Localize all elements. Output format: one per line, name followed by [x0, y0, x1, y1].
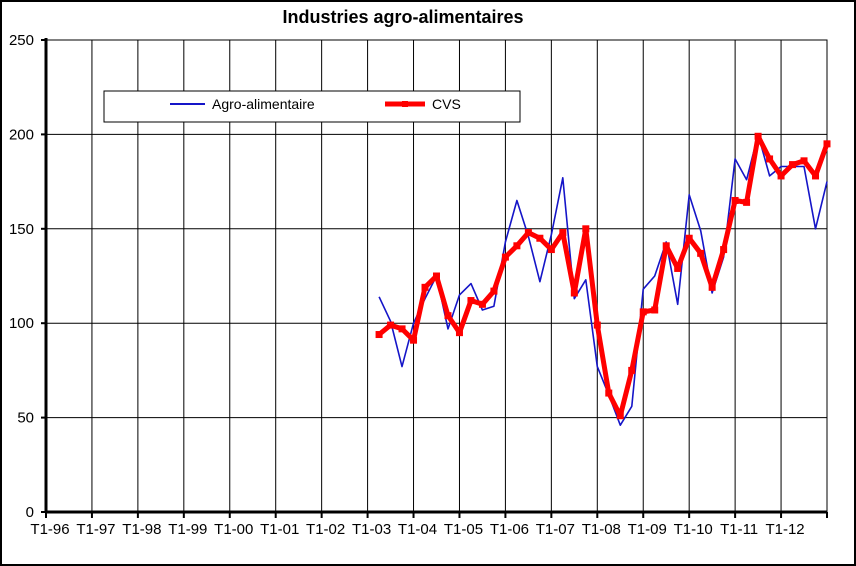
cvs-point-marker	[547, 246, 555, 254]
legend-box	[103, 90, 521, 123]
series-layer	[375, 132, 831, 427]
legend-label-cvs: CVS	[432, 96, 461, 112]
cvs-point-marker	[559, 229, 567, 237]
x-tick-label: T1-05	[444, 521, 483, 538]
y-tick-label: 50	[17, 410, 34, 427]
x-tick-label: T1-11	[720, 521, 758, 538]
cvs-point-marker	[651, 306, 659, 314]
x-tick-label: T1-07	[536, 521, 575, 538]
cvs-point-marker	[697, 249, 705, 257]
x-tick-label: T1-06	[490, 521, 529, 538]
x-tick-label: T1-99	[168, 521, 207, 538]
cvs-point-marker	[536, 234, 544, 242]
cvs-point-marker	[387, 321, 395, 329]
x-tick-label: T1-10	[674, 521, 713, 538]
y-tick-label: 250	[9, 32, 34, 49]
cvs-point-marker	[674, 264, 682, 272]
cvs-point-marker	[478, 300, 486, 308]
cvs-point-marker	[708, 283, 716, 291]
cvs-point-marker	[444, 312, 452, 320]
y-tick-label: 0	[26, 504, 34, 521]
cvs-point-marker	[639, 308, 647, 316]
x-tick-label: T1-96	[30, 521, 69, 538]
x-tick-label: T1-04	[398, 521, 437, 538]
cvs-point-marker	[570, 289, 578, 297]
x-tick-label: T1-09	[628, 521, 667, 538]
cvs-point-marker	[812, 172, 820, 180]
x-tick-label: T1-97	[76, 521, 115, 538]
cvs-point-marker	[800, 157, 808, 165]
cvs-point-marker	[662, 242, 670, 250]
y-axis: 0 50 100 150 200 250	[9, 32, 46, 521]
cvs-point-marker	[513, 242, 521, 250]
y-tick-label: 100	[9, 315, 34, 332]
cvs-point-marker	[501, 253, 509, 261]
series-line-cvs	[377, 133, 830, 419]
x-tick-label: T1-03	[352, 521, 391, 538]
cvs-point-marker	[375, 331, 383, 339]
cvs-point-marker	[490, 287, 498, 295]
chart-title: Industries agro-alimentaires	[282, 7, 523, 27]
cvs-point-marker	[720, 246, 728, 254]
x-tick-label: T1-01	[260, 521, 299, 538]
cvs-point-marker	[605, 389, 613, 397]
cvs-point-marker	[616, 412, 624, 420]
cvs-point-marker	[823, 140, 831, 148]
cvs-point-marker	[685, 234, 693, 242]
cvs-point-marker	[628, 366, 636, 374]
x-tick-label: T1-08	[582, 521, 621, 538]
x-tick-label: T1-12	[765, 521, 804, 538]
cvs-point-marker	[410, 336, 418, 344]
x-axis: T1-96 T1-97 T1-98 T1-99 T1-00 T1-01 T1-02 T1-03…	[30, 512, 828, 538]
y-tick-label: 150	[9, 221, 34, 238]
cvs-point-marker	[731, 196, 739, 204]
cvs-point-marker	[398, 325, 406, 333]
legend: Agro-alimentaire CVS	[103, 90, 521, 123]
cvs-point-marker	[524, 229, 532, 237]
cvs-point-marker	[789, 161, 797, 169]
x-tick-label: T1-98	[122, 521, 161, 538]
cvs-point-marker	[766, 155, 774, 163]
y-tick-label: 200	[9, 126, 34, 143]
cvs-point-marker	[777, 172, 785, 180]
cvs-point-marker	[754, 132, 762, 140]
cvs-point-marker	[743, 198, 751, 206]
axes	[44, 38, 827, 514]
cvs-point-marker	[421, 283, 429, 291]
series-line-agro	[378, 133, 828, 427]
x-tick-label: T1-00	[214, 521, 253, 538]
x-tick-label: T1-02	[306, 521, 345, 538]
legend-marker-cvs	[402, 101, 408, 107]
cvs-point-marker	[433, 272, 440, 280]
cvs-point-marker	[582, 225, 590, 233]
cvs-point-marker	[467, 297, 475, 305]
cvs-point-marker	[593, 321, 601, 329]
legend-label-agro: Agro-alimentaire	[212, 96, 315, 112]
cvs-point-marker	[455, 329, 463, 337]
